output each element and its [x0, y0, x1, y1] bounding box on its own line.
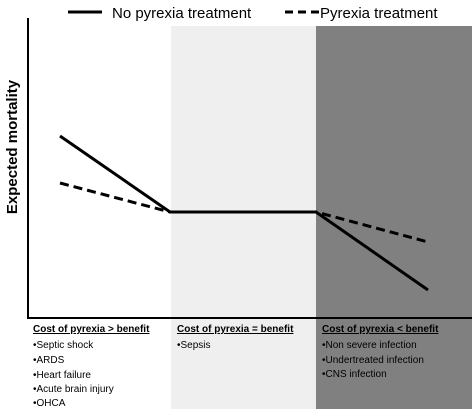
zone-left-item: •Acute brain injury	[33, 384, 114, 395]
zone-left-item: •ARDS	[33, 355, 65, 366]
legend-dashed-label: Pyrexia treatment	[320, 5, 438, 22]
zone-middle-shade	[171, 26, 316, 409]
zone-right-item: •Undertreated infection	[322, 355, 424, 366]
zone-left-item: •Septic shock	[33, 340, 94, 351]
zone-left-heading: Cost of pyrexia > benefit	[33, 324, 150, 335]
zone-right-heading: Cost of pyrexia < benefit	[322, 324, 439, 335]
zone-middle-item: •Sepsis	[177, 340, 211, 351]
y-axis-label: Expected mortality	[4, 79, 21, 214]
zone-right-item: •CNS infection	[322, 369, 387, 380]
zone-left-item: •Heart failure	[33, 370, 91, 381]
legend-solid-label: No pyrexia treatment	[112, 5, 252, 22]
zone-middle-heading: Cost of pyrexia = benefit	[177, 324, 294, 335]
zone-right-item: •Non severe infection	[322, 340, 417, 351]
zone-left-item: •OHCA	[33, 398, 66, 409]
treatment-line	[59, 181, 429, 244]
